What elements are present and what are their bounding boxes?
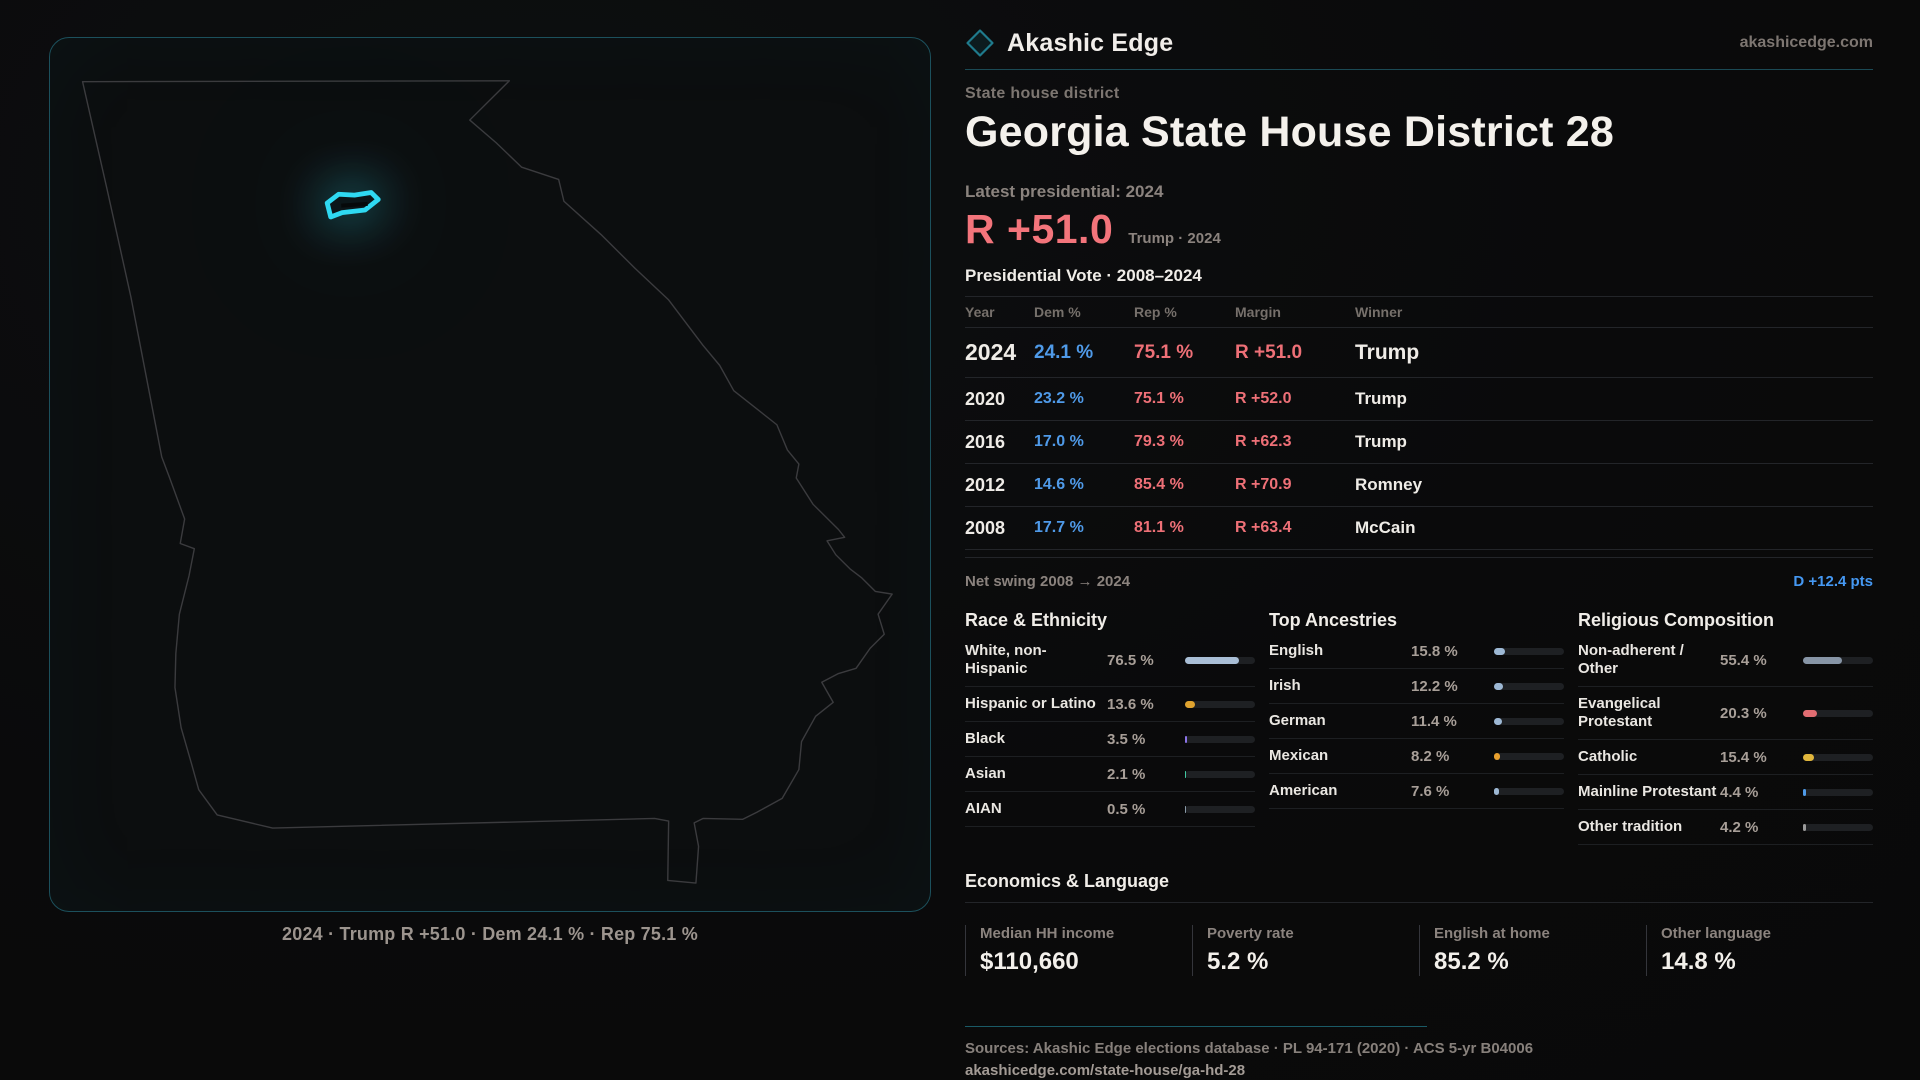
col-year: Year [965, 304, 995, 320]
stat-card: Poverty rate 5.2 % [1192, 925, 1419, 976]
stat-bar [1494, 717, 1564, 725]
table-row: 2024 24.1 % 75.1 % R +51.0 Trump [965, 328, 1873, 378]
latest-margin-row: R +51.0 Trump · 2024 [965, 206, 1873, 253]
stat-bar [1185, 770, 1255, 778]
map-caption: 2024 · Trump R +51.0 · Dem 24.1 % · Rep … [282, 924, 698, 944]
latest-presidential-label: Latest presidential: 2024 [965, 182, 1164, 201]
latest-margin-note: Trump · 2024 [1128, 230, 1221, 247]
ancestries-column: Top Ancestries English 15.8 % Irish 12.2… [1269, 610, 1564, 845]
brand-domain-link[interactable]: akashicedge.com [1739, 34, 1873, 51]
list-item: AIAN 0.5 % [965, 792, 1255, 827]
list-item: Other tradition 4.2 % [1578, 810, 1873, 845]
list-item: White, non-Hispanic 76.5 % [965, 634, 1255, 687]
col-winner: Winner [1355, 304, 1403, 320]
stat-bar [1494, 647, 1564, 655]
table-row: 2008 17.7 % 81.1 % R +63.4 McCain [965, 507, 1873, 550]
stat-bar [1803, 823, 1873, 831]
col-margin: Margin [1235, 304, 1281, 320]
vote-table-title: Presidential Vote · 2008–2024 [965, 266, 1202, 285]
brand-diamond-icon [965, 28, 995, 58]
stat-card: Median HH income $110,660 [965, 925, 1192, 976]
stat-bar [1185, 735, 1255, 743]
district-28-inner-boundary [341, 201, 368, 208]
column-title: Top Ancestries [1269, 610, 1398, 630]
race-ethnicity-column: Race & Ethnicity White, non-Hispanic 76.… [965, 610, 1255, 845]
stat-bar [1803, 656, 1873, 664]
table-header-row: Year Dem % Rep % Margin Winner [965, 297, 1873, 328]
col-dem: Dem % [1034, 304, 1081, 320]
list-item: Hispanic or Latino 13.6 % [965, 687, 1255, 722]
stat-bar [1185, 656, 1255, 664]
table-row: 2012 14.6 % 85.4 % R +70.9 Romney [965, 464, 1873, 507]
list-item: Mainline Protestant 4.4 % [1578, 775, 1873, 810]
column-title: Religious Composition [1578, 610, 1774, 630]
list-item: Irish 12.2 % [1269, 669, 1564, 704]
georgia-state-outline [81, 80, 893, 884]
district-type-kicker: State house district [965, 85, 1120, 102]
net-swing-label: Net swing 2008 → 2024 [965, 573, 1131, 590]
column-title: Race & Ethnicity [965, 610, 1108, 630]
table-row: 2016 17.0 % 79.3 % R +62.3 Trump [965, 421, 1873, 464]
list-item: Non-adherent / Other 55.4 % [1578, 634, 1873, 687]
latest-margin-value: R +51.0 [965, 206, 1114, 252]
table-end-rule [965, 557, 1873, 558]
presidential-vote-table: Year Dem % Rep % Margin Winner 2024 24.1… [965, 296, 1873, 558]
religion-column: Religious Composition Non-adherent / Oth… [1578, 610, 1873, 845]
page-title: Georgia State House District 28 [965, 108, 1615, 156]
permalink[interactable]: akashicedge.com/state-house/ga-hd-28 [965, 1062, 1246, 1079]
district-report: Akashic Edge akashicedge.com State house… [965, 28, 1873, 1080]
list-item: Catholic 15.4 % [1578, 740, 1873, 775]
stat-card: Other language 14.8 % [1646, 925, 1873, 976]
economics-divider [965, 902, 1873, 903]
stat-bar [1803, 753, 1873, 761]
stat-bar [1803, 709, 1873, 717]
net-swing-row: Net swing 2008 → 2024 D +12.4 pts [965, 573, 1873, 590]
col-rep: Rep % [1134, 304, 1177, 320]
header: Akashic Edge akashicedge.com [965, 28, 1873, 58]
footer-divider [965, 1026, 1427, 1027]
list-item: Evangelical Protestant 20.3 % [1578, 687, 1873, 740]
list-item: German 11.4 % [1269, 704, 1564, 739]
brand-name: Akashic Edge [1007, 28, 1174, 57]
stat-bar [1494, 752, 1564, 760]
list-item: American 7.6 % [1269, 774, 1564, 809]
stat-bar [1494, 787, 1564, 795]
header-divider [965, 69, 1873, 70]
list-item: Mexican 8.2 % [1269, 739, 1564, 774]
economics-stats: Median HH income $110,660 Poverty rate 5… [965, 925, 1873, 976]
stat-bar [1185, 700, 1255, 708]
district-map-panel [49, 37, 931, 912]
net-swing-value: D +12.4 pts [1793, 573, 1873, 590]
list-item: English 15.8 % [1269, 634, 1564, 669]
georgia-map [81, 80, 893, 884]
economics-title: Economics & Language [965, 871, 1170, 891]
demographics-section: Race & Ethnicity White, non-Hispanic 76.… [965, 610, 1873, 845]
list-item: Asian 2.1 % [965, 757, 1255, 792]
table-row: 2020 23.2 % 75.1 % R +52.0 Trump [965, 378, 1873, 421]
stat-bar [1494, 682, 1564, 690]
stat-bar [1803, 788, 1873, 796]
stat-bar [1185, 805, 1255, 813]
sources-line: Sources: Akashic Edge elections database… [965, 1040, 1534, 1057]
stat-card: English at home 85.2 % [1419, 925, 1646, 976]
list-item: Black 3.5 % [965, 722, 1255, 757]
